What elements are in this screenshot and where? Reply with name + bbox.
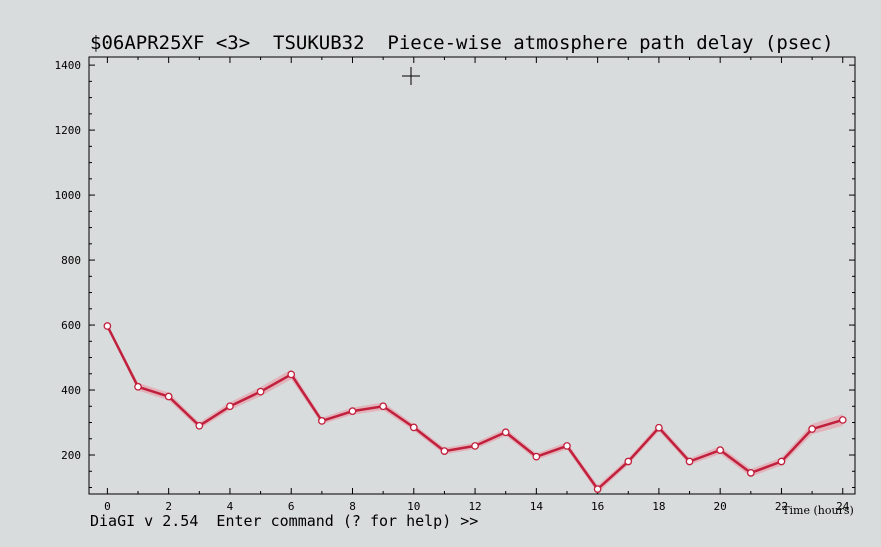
data-point [593, 485, 602, 493]
data-point [716, 446, 725, 454]
plot-title: $06APR25XF <3> TSUKUB32 Piece-wise atmos… [90, 32, 834, 54]
series-line [106, 325, 844, 491]
data-point [134, 382, 142, 391]
data-point [563, 442, 571, 450]
x-tick-label: 14 [530, 500, 544, 513]
data-point [746, 469, 755, 477]
data-point [624, 457, 633, 466]
x-tick-label: 0 [104, 500, 111, 513]
data-point [409, 423, 418, 432]
y-tick-label: 800 [61, 254, 81, 267]
x-axis-label: Time (hours) [782, 504, 854, 517]
data-point [655, 423, 663, 432]
x-tick-label: 2 [165, 500, 172, 513]
data-point [195, 421, 204, 430]
data-point [532, 452, 541, 461]
x-axis: 0 2 4 6 8 10 12 14 16 18 20 22 24 [104, 57, 850, 513]
x-tick-label: 12 [468, 500, 481, 513]
error-band-area [107, 324, 843, 494]
y-tick-label: 200 [61, 449, 81, 462]
y-tick-label: 1400 [55, 59, 82, 72]
data-series [103, 322, 847, 493]
x-tick-label: 24 [836, 500, 850, 513]
data-point [256, 387, 265, 396]
data-point [226, 402, 234, 411]
data-point [501, 428, 510, 437]
data-point [838, 416, 847, 424]
plot-frame [88, 56, 856, 495]
x-tick-label: 6 [288, 500, 295, 513]
data-point [440, 447, 449, 455]
command-prompt[interactable]: DiaGI v 2.54 Enter command (? for help) … [90, 512, 479, 530]
y-axis: 200 400 600 800 1000 1200 1400 [55, 59, 855, 489]
y-tick-label: 1200 [55, 124, 82, 137]
data-point [808, 425, 816, 433]
data-point [379, 402, 387, 411]
data-point [348, 407, 357, 415]
x-tick-label: 4 [227, 500, 234, 513]
x-tick-label: 18 [652, 500, 665, 513]
data-point [164, 392, 173, 401]
y-tick-label: 1000 [55, 189, 82, 202]
data-point [318, 417, 326, 425]
x-tick-label: 10 [407, 500, 420, 513]
error-band [107, 324, 843, 494]
data-point [103, 322, 112, 330]
crosshair-cursor-icon [402, 67, 420, 85]
y-tick-label: 600 [61, 319, 81, 332]
x-tick-label: 20 [714, 500, 727, 513]
y-tick-label: 400 [61, 384, 81, 397]
x-tick-label: 16 [591, 500, 604, 513]
x-tick-label: 8 [349, 500, 356, 513]
data-point [471, 442, 479, 450]
data-point [685, 457, 694, 466]
data-point [777, 457, 786, 466]
data-point [287, 370, 296, 379]
x-tick-label: 22 [775, 500, 788, 513]
